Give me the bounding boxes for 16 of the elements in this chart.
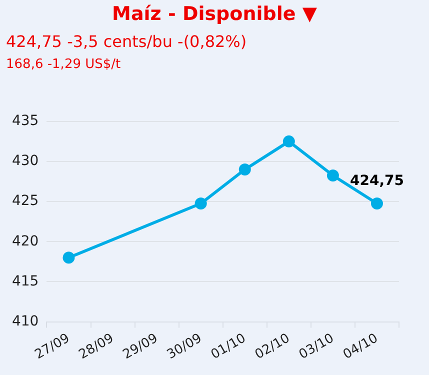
y-tick-label: 425: [12, 193, 39, 210]
y-tick-label: 430: [12, 153, 39, 170]
chart-subtitle: 424,75 -3,5 cents/bu -(0,82%): [6, 32, 247, 51]
text: 168,6 -1,29 US$/t: [6, 57, 121, 72]
point: [326, 169, 339, 182]
y-tick-label: 435: [12, 113, 39, 130]
point: [370, 198, 383, 210]
y-tick-label: 410: [12, 313, 39, 330]
point: [282, 135, 295, 148]
chart-title: Maíz - Disponible ▼: [111, 3, 318, 25]
y-tick-label: 420: [12, 233, 39, 250]
point: [194, 198, 207, 210]
point: [62, 252, 75, 264]
data-label: 424,75: [350, 173, 404, 190]
point: [238, 163, 251, 176]
y-tick-label: 415: [12, 273, 39, 290]
